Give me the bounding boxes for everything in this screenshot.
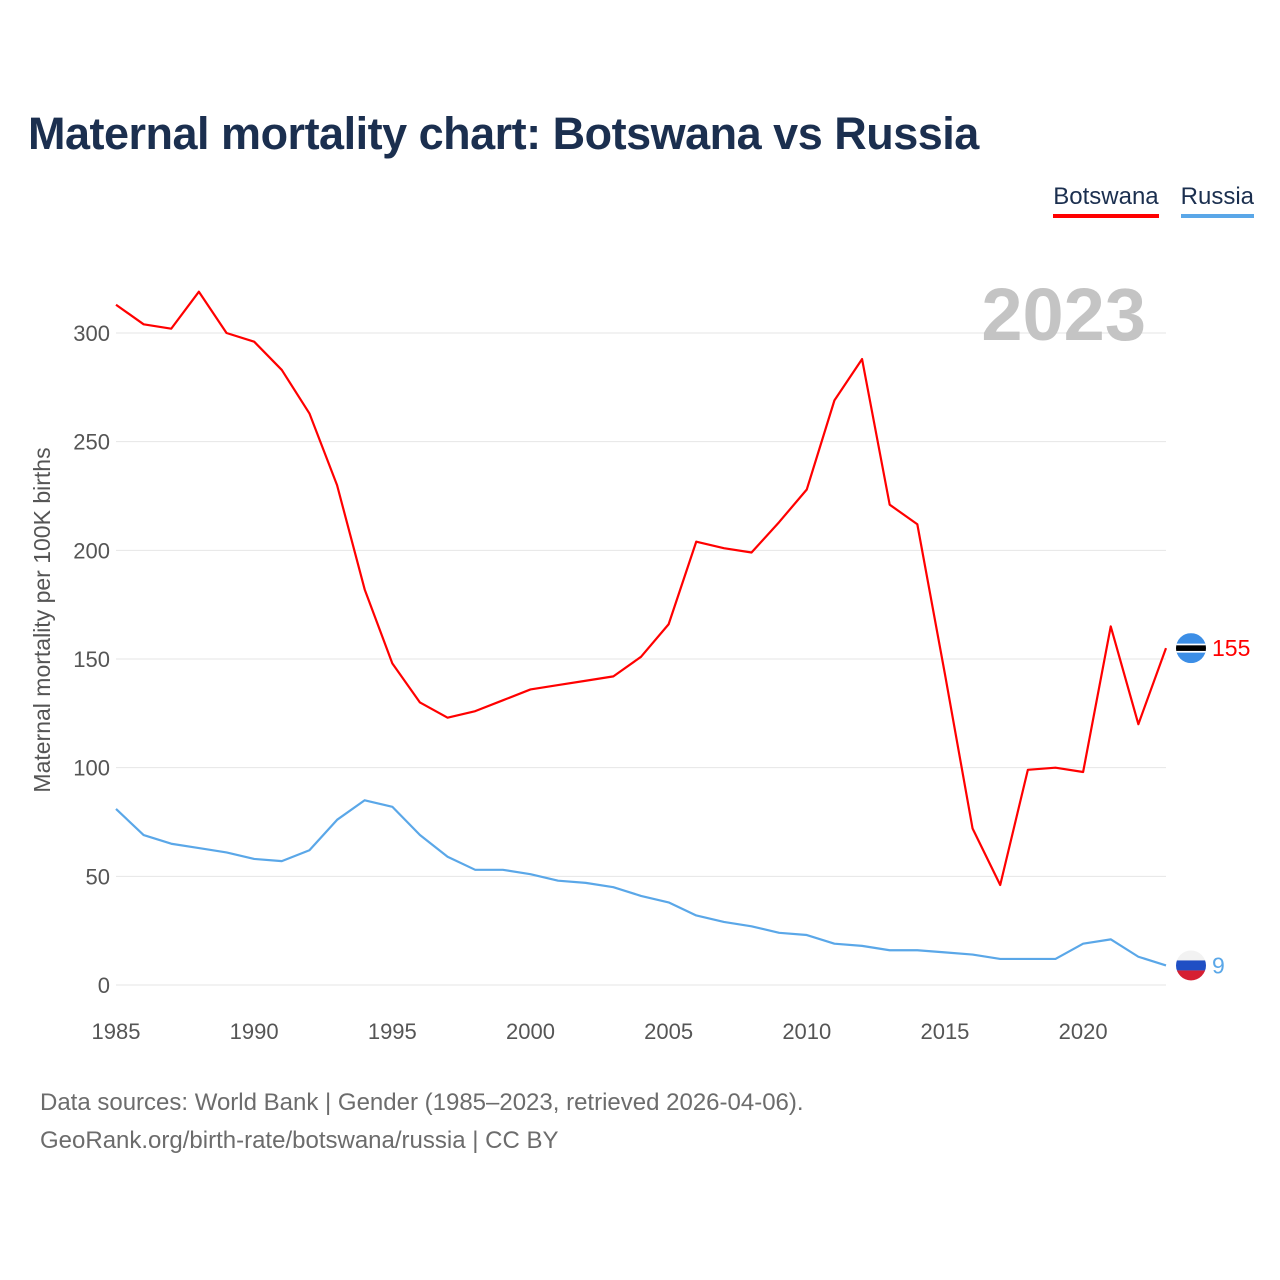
footer: Data sources: World Bank | Gender (1985–… [40, 1084, 804, 1160]
series-line-botswana[interactable] [115, 290, 1168, 887]
grid-lines [116, 332, 1166, 986]
data-source-note: Data sources: World Bank | Gender (1985–… [40, 1089, 804, 1116]
chart-title: Maternal mortality chart: Botswana vs Ru… [28, 108, 979, 159]
legend-item-russia[interactable]: Russia [1180, 182, 1254, 218]
russia-flag-icon [1176, 950, 1206, 981]
y-tick-label: 0 [98, 973, 110, 998]
x-tick-label: 2000 [506, 1019, 555, 1044]
y-tick-label: 50 [86, 864, 110, 889]
y-tick-label: 300 [73, 321, 110, 346]
legend: Botswana Russia [1053, 182, 1254, 218]
botswana-flag-icon [1176, 633, 1206, 664]
x-tick-label: 1985 [92, 1019, 141, 1044]
year-watermark: 2023 [981, 273, 1146, 356]
y-tick-label: 100 [73, 756, 110, 781]
x-axis-ticks: 1985 1990 1995 2000 2005 2010 2015 2020 [92, 1019, 1108, 1044]
legend-item-botswana[interactable]: Botswana [1053, 182, 1159, 218]
y-axis-label: Maternal mortality per 100K births [29, 447, 55, 792]
y-tick-label: 150 [73, 647, 110, 672]
x-tick-label: 2020 [1059, 1019, 1108, 1044]
end-value-label-botswana: 155 [1212, 635, 1250, 661]
x-tick-label: 1990 [230, 1019, 279, 1044]
series-lines [115, 290, 1168, 967]
x-tick-label: 2015 [920, 1019, 969, 1044]
attribution-link[interactable]: GeoRank.org/birth-rate/botswana/russia |… [40, 1127, 559, 1154]
y-tick-label: 200 [73, 538, 110, 563]
end-value-label-russia: 9 [1212, 952, 1225, 978]
x-tick-label: 2010 [782, 1019, 831, 1044]
y-axis-ticks: 0 50 100 150 200 250 300 [73, 321, 110, 998]
x-tick-label: 1995 [368, 1019, 417, 1044]
series-line-russia[interactable] [115, 799, 1167, 967]
x-tick-label: 2005 [644, 1019, 693, 1044]
y-tick-label: 250 [73, 430, 110, 455]
